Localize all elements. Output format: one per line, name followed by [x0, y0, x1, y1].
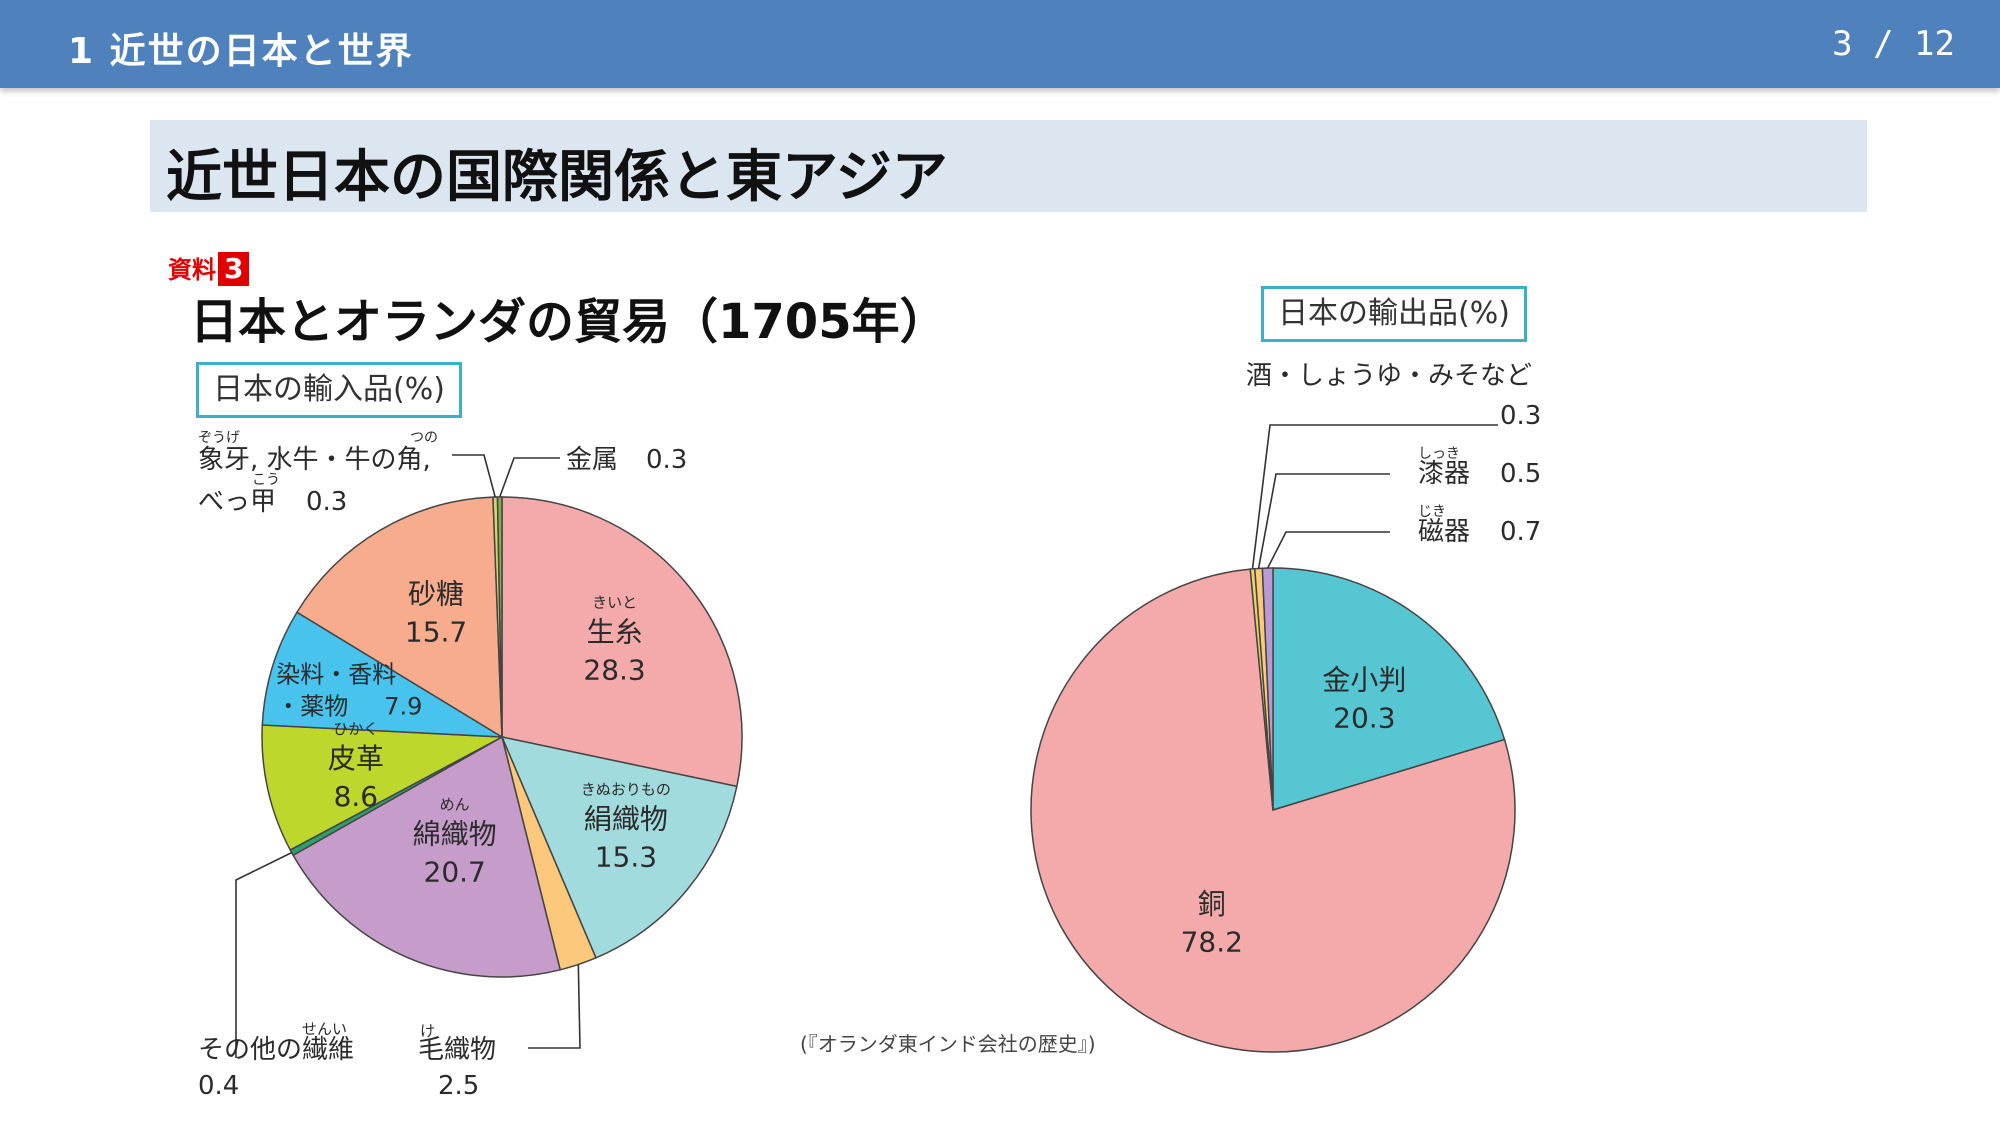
- import-ruby-8c: こう: [252, 472, 280, 488]
- import-slice-7: [295, 496, 503, 739]
- import-label-8: 象牙, 水牛・牛の角,: [198, 445, 431, 475]
- import-label-7: 砂糖: [408, 578, 464, 611]
- export-slice-0: [1272, 567, 1506, 812]
- import-slice-0: [501, 496, 743, 788]
- material-number: 3: [218, 252, 250, 286]
- import-slice-3: [292, 735, 562, 978]
- import-ruby-0: きいと: [592, 594, 637, 612]
- import-slice-9: [496, 496, 503, 738]
- export-leader-4: [1266, 531, 1390, 569]
- import-label-1: 絹織物: [584, 802, 668, 835]
- export-label-3: 漆器: [1418, 459, 1470, 489]
- import-ruby-2: け: [420, 1022, 435, 1040]
- import-leader-8: [452, 454, 496, 498]
- export-value-2: 0.3: [1500, 401, 1541, 431]
- import-label-9: 金属: [566, 445, 618, 475]
- import-ruby-8a: ぞうげ: [198, 430, 240, 446]
- import-value-8: 0.3: [306, 487, 347, 517]
- import-ruby-5: ひかく: [333, 720, 378, 738]
- import-leader-4: [235, 851, 293, 1058]
- import-slice-1: [500, 735, 738, 959]
- import-value-6: 7.9: [384, 692, 422, 720]
- import-label-6b: ・薬物: [276, 692, 348, 720]
- section-title: 1 近世の日本と世界: [68, 31, 414, 72]
- import-leader-2: [528, 964, 581, 1049]
- import-ruby-3: めん: [440, 795, 470, 813]
- import-value-3: 20.7: [424, 855, 486, 888]
- import-value-7: 15.7: [405, 616, 467, 649]
- export-label-0: 金小判: [1322, 664, 1406, 697]
- import-slice-6: [261, 611, 503, 738]
- import-label-8b: べっ甲: [198, 487, 276, 517]
- export-ruby-4: じき: [1418, 504, 1446, 520]
- export-value-4: 0.7: [1500, 517, 1541, 547]
- import-label-6: 染料・香料: [276, 660, 396, 688]
- export-leader-2: [1251, 424, 1498, 569]
- import-ruby-8b: つの: [410, 430, 438, 446]
- import-value-4: 0.4: [198, 1071, 239, 1101]
- import-label-4: その他の繊維: [198, 1035, 354, 1065]
- import-ruby-1: きぬおりもの: [581, 780, 671, 798]
- import-chart-title: 日本の輸入品(%): [196, 362, 462, 418]
- import-label-5: 皮革: [328, 742, 384, 775]
- import-value-5: 8.6: [334, 780, 379, 813]
- export-ruby-3: しっき: [1418, 446, 1460, 462]
- import-leader-9: [498, 457, 560, 498]
- export-leader-3: [1257, 473, 1390, 569]
- top-bar: 1 近世の日本と世界 3 / 12: [0, 0, 2000, 88]
- slide-title: 近世日本の国際関係と東アジア: [166, 145, 948, 210]
- material-badge: 資料 3: [168, 250, 250, 286]
- export-value-1: 78.2: [1181, 925, 1243, 958]
- import-value-0: 28.3: [583, 654, 645, 687]
- import-ruby-4: せんい: [302, 1020, 347, 1038]
- export-label-2: 酒・しょうゆ・みそなど: [1246, 361, 1532, 391]
- import-value-1: 15.3: [595, 840, 657, 873]
- export-slice-1: [1030, 568, 1516, 1053]
- slide-title-box: 近世日本の国際関係と東アジア: [150, 120, 1867, 212]
- export-value-0: 20.3: [1333, 702, 1395, 735]
- import-value-9: 0.3: [646, 445, 687, 475]
- source-note: (『オランダ東インド会社の歴史』): [800, 1032, 1096, 1056]
- export-chart-title: 日本の輸出品(%): [1261, 286, 1527, 342]
- import-label-3: 綿織物: [413, 817, 497, 850]
- import-slice-5: [261, 724, 505, 851]
- import-label-0: 生糸: [587, 616, 643, 649]
- export-label-4: 磁器: [1418, 517, 1470, 547]
- export-value-3: 0.5: [1500, 459, 1541, 489]
- chart-title: 日本とオランダの貿易（1705年）: [190, 294, 948, 350]
- export-label-1: 銅: [1198, 887, 1226, 920]
- page-indicator: 3 / 12: [1832, 24, 1955, 64]
- material-label: 資料: [168, 256, 216, 284]
- import-value-2: 2.5: [438, 1071, 479, 1101]
- import-label-2: 毛織物: [418, 1035, 496, 1065]
